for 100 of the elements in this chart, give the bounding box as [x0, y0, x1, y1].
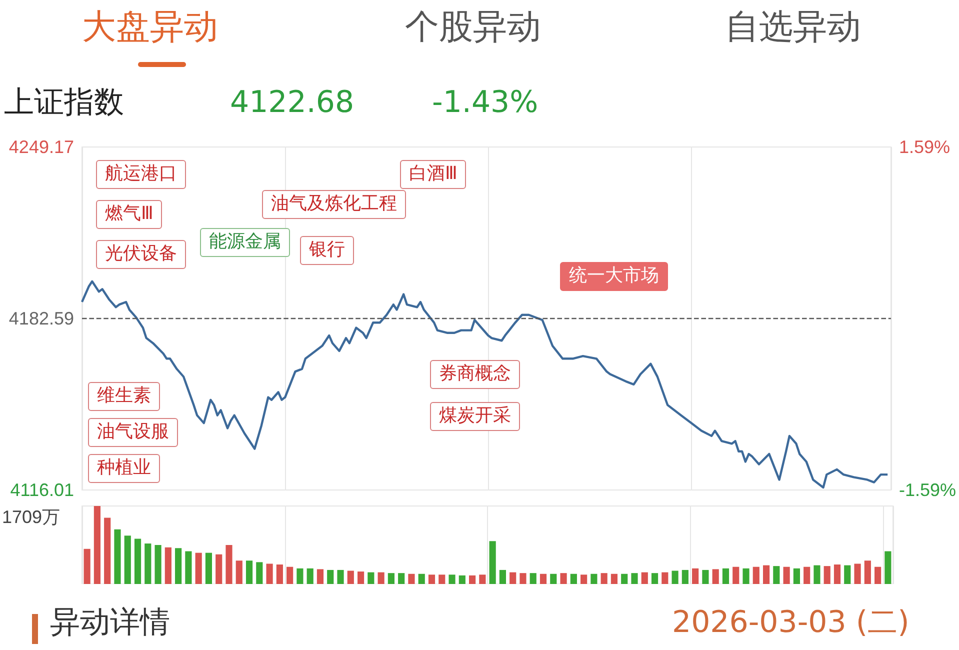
bar: [783, 566, 790, 584]
bar: [479, 574, 486, 584]
bar: [428, 574, 436, 584]
y2-tick-label: 1.59%: [898, 137, 950, 157]
bar: [489, 541, 496, 584]
bar: [266, 564, 273, 584]
bar: [530, 573, 536, 584]
bar: [347, 570, 354, 584]
annotation: 种植业: [88, 454, 160, 483]
bar: [722, 568, 730, 584]
text: 2026-03-03 (二): [672, 605, 910, 640]
bar: [185, 551, 192, 584]
annotation: 白酒Ⅲ: [400, 160, 466, 189]
bar: [124, 536, 131, 584]
bar: [195, 552, 202, 584]
annotation: 油气设服: [88, 418, 178, 447]
bar: [216, 554, 222, 584]
bar: [448, 574, 456, 584]
bar: [408, 574, 415, 584]
bar: [540, 574, 547, 584]
bar: [378, 572, 384, 584]
chart-title: 上证指数: [4, 85, 124, 120]
bar: [824, 566, 830, 584]
annotation: 煤炭开采: [430, 402, 520, 431]
bar: [682, 570, 688, 584]
bar: [793, 568, 800, 584]
bar: [337, 570, 344, 584]
bar: [104, 518, 111, 584]
bar: [854, 564, 861, 584]
bar: [570, 574, 577, 584]
annotation: 航运港口: [96, 160, 186, 189]
bar: [246, 560, 253, 584]
bar: [590, 574, 598, 584]
bar: [286, 566, 294, 584]
text: 自选异动: [725, 7, 861, 48]
bar: [84, 548, 90, 584]
bar: [864, 560, 871, 584]
bar: [418, 574, 425, 584]
bar: [641, 572, 648, 584]
bar: [692, 568, 699, 584]
text: 异动详情: [50, 605, 170, 640]
y2-tick-label: -1.59%: [898, 480, 956, 500]
bar: [175, 548, 182, 584]
bar: [804, 566, 810, 584]
annotation: 统一大市场: [560, 262, 668, 291]
bar: [621, 574, 628, 584]
bar: [631, 573, 638, 584]
bar: [296, 568, 304, 584]
text: 大盘异动: [82, 7, 218, 48]
y-tick-label: 4249.17: [8, 137, 74, 157]
bar: [316, 569, 324, 584]
bar: [226, 545, 232, 584]
annotation: 油气及炼化工程: [262, 190, 406, 219]
bar: [154, 545, 162, 584]
bar: [550, 574, 557, 584]
bar: [762, 565, 770, 584]
bar: [134, 538, 142, 584]
bar: [844, 565, 851, 584]
annotation: 银行: [300, 236, 354, 265]
annotation: 券商概念: [430, 360, 520, 389]
bar: [752, 566, 760, 584]
bar: [398, 573, 405, 584]
annotation: 光伏设备: [96, 240, 186, 269]
bar: [469, 575, 476, 584]
bar: [884, 551, 892, 584]
annotation: 维生素: [88, 382, 160, 411]
y-tick-label: 4116.01: [10, 480, 74, 500]
text: 1709万: [2, 507, 60, 527]
bar: [368, 572, 374, 584]
bar: [732, 566, 740, 584]
y-tick-label: 4182.59: [8, 308, 74, 328]
bar: [256, 562, 263, 584]
bar: [702, 570, 709, 584]
bar: [458, 575, 466, 584]
bar: [580, 574, 588, 584]
bar: [357, 572, 364, 584]
bar: [600, 573, 608, 584]
bar: [520, 573, 526, 584]
bar: [388, 573, 394, 584]
bar: [610, 574, 618, 584]
bar: [306, 568, 314, 584]
bar: [94, 506, 100, 584]
bar: [164, 547, 172, 584]
bar: [510, 572, 516, 584]
bar: [814, 565, 820, 584]
bar: [874, 566, 882, 584]
bar: [236, 560, 242, 584]
bar: [276, 564, 283, 584]
annotation: 燃气Ⅲ: [96, 200, 162, 229]
text: 个股异动: [405, 7, 541, 48]
bar: [672, 570, 678, 584]
text: -1.43%: [432, 85, 538, 120]
bar: [438, 574, 446, 584]
bar: [205, 552, 212, 584]
bar: [712, 569, 719, 584]
bar: [742, 568, 750, 584]
bar: [651, 573, 658, 584]
bar: [499, 570, 506, 584]
bar: [560, 573, 567, 584]
bar: [834, 564, 841, 584]
